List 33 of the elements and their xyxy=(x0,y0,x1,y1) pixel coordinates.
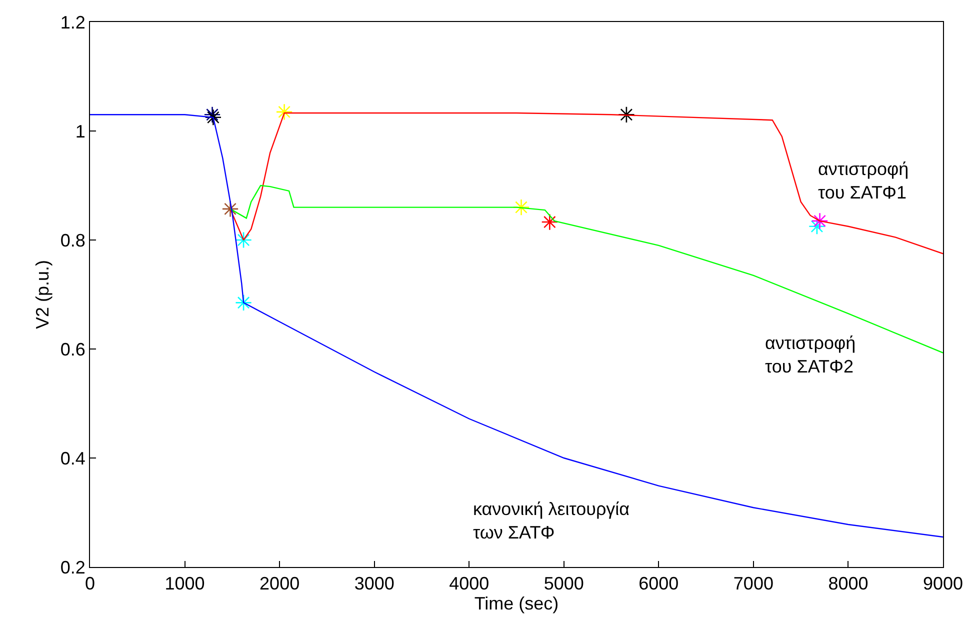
y-tick-label: 0.6 xyxy=(60,339,86,360)
point xyxy=(276,103,293,120)
x-tick-label: 2000 xyxy=(260,574,300,594)
point xyxy=(541,214,558,230)
x-axis-title: Time (sec) xyxy=(474,594,559,614)
x-tick-label: 0 xyxy=(84,574,96,594)
x-tick-label: 3000 xyxy=(354,574,394,594)
annotation: αντιστροφή του ΣΑΤΦ2 xyxy=(765,333,856,376)
point xyxy=(235,232,252,248)
annotation: αντιστροφή του ΣΑΤΦ1 xyxy=(818,159,909,202)
x-tick-label: 4000 xyxy=(449,574,490,594)
y-tick-label: 0.8 xyxy=(60,230,86,250)
y-tick-label: 0.4 xyxy=(60,448,86,468)
annotation: κανονική λειτουργία των ΣΑΤΦ xyxy=(473,499,630,542)
point xyxy=(512,198,530,216)
point xyxy=(808,218,826,235)
y-tick-label: 0.2 xyxy=(60,557,86,578)
line-series xyxy=(230,112,943,254)
point xyxy=(222,200,239,218)
point xyxy=(811,212,828,230)
x-tick-label: 6000 xyxy=(638,574,679,594)
x-tick-label: 9000 xyxy=(922,574,964,594)
x-tick-label: 5000 xyxy=(544,574,584,594)
x-tick-label: 8000 xyxy=(828,574,868,594)
y-axis-title: V2 (p.u.) xyxy=(32,260,53,330)
line-series xyxy=(230,184,943,354)
x-tick-label: 1000 xyxy=(164,574,205,594)
line-series xyxy=(90,114,943,538)
y-tick-label: 1 xyxy=(75,121,86,142)
point xyxy=(235,294,252,312)
x-tick-label: 7000 xyxy=(733,574,774,594)
y-tick-label: 1.2 xyxy=(60,12,86,32)
point xyxy=(618,106,635,124)
